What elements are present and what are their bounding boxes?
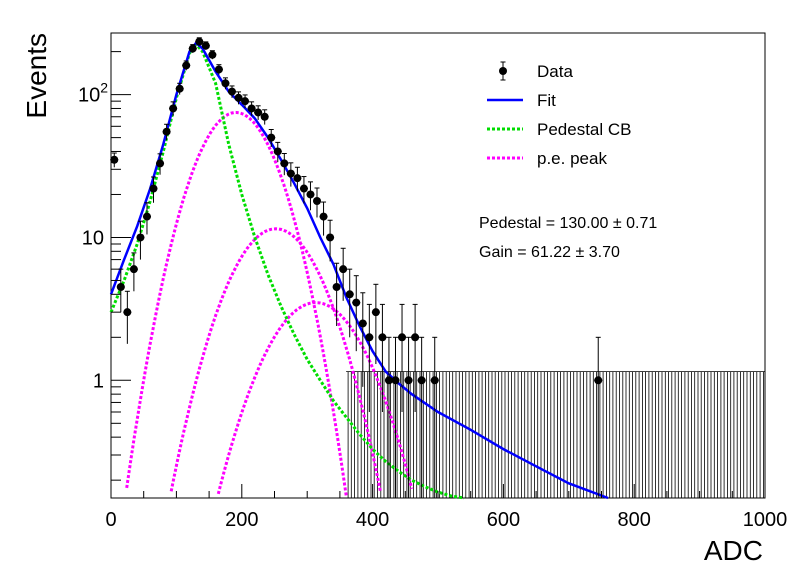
x-tick-label: 600 <box>487 509 520 531</box>
data-point <box>142 202 151 235</box>
data-point <box>156 153 165 175</box>
data-point <box>404 336 413 498</box>
y-axis-label: Events <box>21 33 52 119</box>
data-point <box>195 37 204 46</box>
data-point <box>352 275 361 352</box>
data-point <box>110 152 119 168</box>
data-point <box>365 303 374 412</box>
data-point <box>332 262 341 326</box>
data-point <box>313 187 322 218</box>
data-point <box>286 162 295 187</box>
legend-item-pe: p.e. peak <box>487 149 607 168</box>
data-point <box>594 336 603 498</box>
pe-peak-curve-3 <box>216 301 414 495</box>
x-tick-label: 400 <box>356 509 389 531</box>
stat-pedestal: Pedestal = 130.00 ± 0.71 <box>479 215 657 232</box>
pe-peak-curve-2 <box>169 227 382 492</box>
empty-bin-error-bars <box>346 371 766 498</box>
x-tick-label: 800 <box>618 509 651 531</box>
legend-item-data: Data <box>499 61 573 81</box>
x-tick-label: 1000 <box>743 509 788 531</box>
curve-layer <box>109 41 609 500</box>
x-tick-label: 200 <box>225 509 258 531</box>
data-point <box>273 141 282 163</box>
data-point <box>306 181 315 211</box>
data-point <box>411 303 420 412</box>
fit-stats: Pedestal = 130.00 ± 0.71 Gain = 61.22 ± … <box>479 215 657 261</box>
data-point <box>417 336 426 498</box>
fit-curve <box>109 41 609 500</box>
data-point <box>201 41 210 50</box>
data-point <box>398 303 407 412</box>
data-point <box>169 101 178 116</box>
data-point <box>188 44 197 53</box>
data-point <box>123 290 132 344</box>
data-point <box>280 153 289 176</box>
legend-label: Fit <box>537 91 556 110</box>
legend-item-fit: Fit <box>487 91 556 110</box>
data-point <box>241 94 250 109</box>
legend-label: p.e. peak <box>537 149 607 168</box>
data-points-layer <box>110 37 603 498</box>
data-point <box>371 283 380 365</box>
data-point <box>260 109 269 125</box>
x-axis-label: ADC <box>704 535 763 566</box>
data-point <box>319 201 328 236</box>
data-point <box>339 247 348 301</box>
data-point <box>149 176 158 203</box>
data-point <box>227 85 236 98</box>
data-point <box>136 220 145 260</box>
legend-label: Pedestal CB <box>537 120 632 139</box>
data-point <box>345 268 354 338</box>
y-tick-label: 10 <box>82 227 104 249</box>
data-point <box>234 91 243 105</box>
data-point <box>116 268 125 313</box>
data-point <box>221 77 230 90</box>
axes-layer: 0 200 400 600 800 1000 1 10 102 <box>78 51 788 531</box>
stat-gain: Gain = 61.22 ± 3.70 <box>479 244 620 261</box>
data-point <box>384 336 393 498</box>
y-tick-label: 1 <box>93 370 104 392</box>
legend-item-ped: Pedestal CB <box>487 120 632 139</box>
data-point <box>214 64 223 75</box>
data-point <box>162 123 171 141</box>
data-point <box>299 176 308 204</box>
empty-bin-bars <box>346 371 766 498</box>
data-point <box>267 128 276 147</box>
data-point <box>208 50 217 60</box>
data-point <box>293 166 302 192</box>
data-point <box>326 219 335 262</box>
y-tick-label: 102 <box>78 80 108 107</box>
data-point <box>254 105 263 120</box>
data-point <box>378 303 387 412</box>
data-point <box>391 336 400 498</box>
plot-frame <box>110 32 766 499</box>
data-point <box>430 336 439 498</box>
data-point <box>182 60 191 71</box>
pedestal-cb-curve <box>109 41 465 500</box>
data-point <box>129 252 138 292</box>
x-tick-label: 0 <box>105 509 116 531</box>
legend-label: Data <box>537 62 573 81</box>
data-point <box>358 292 367 387</box>
legend: Data Fit Pedestal CB p.e. peak <box>487 61 632 168</box>
pe-peak-curve-1 <box>125 110 348 498</box>
data-point <box>175 82 184 95</box>
data-point <box>247 101 256 116</box>
